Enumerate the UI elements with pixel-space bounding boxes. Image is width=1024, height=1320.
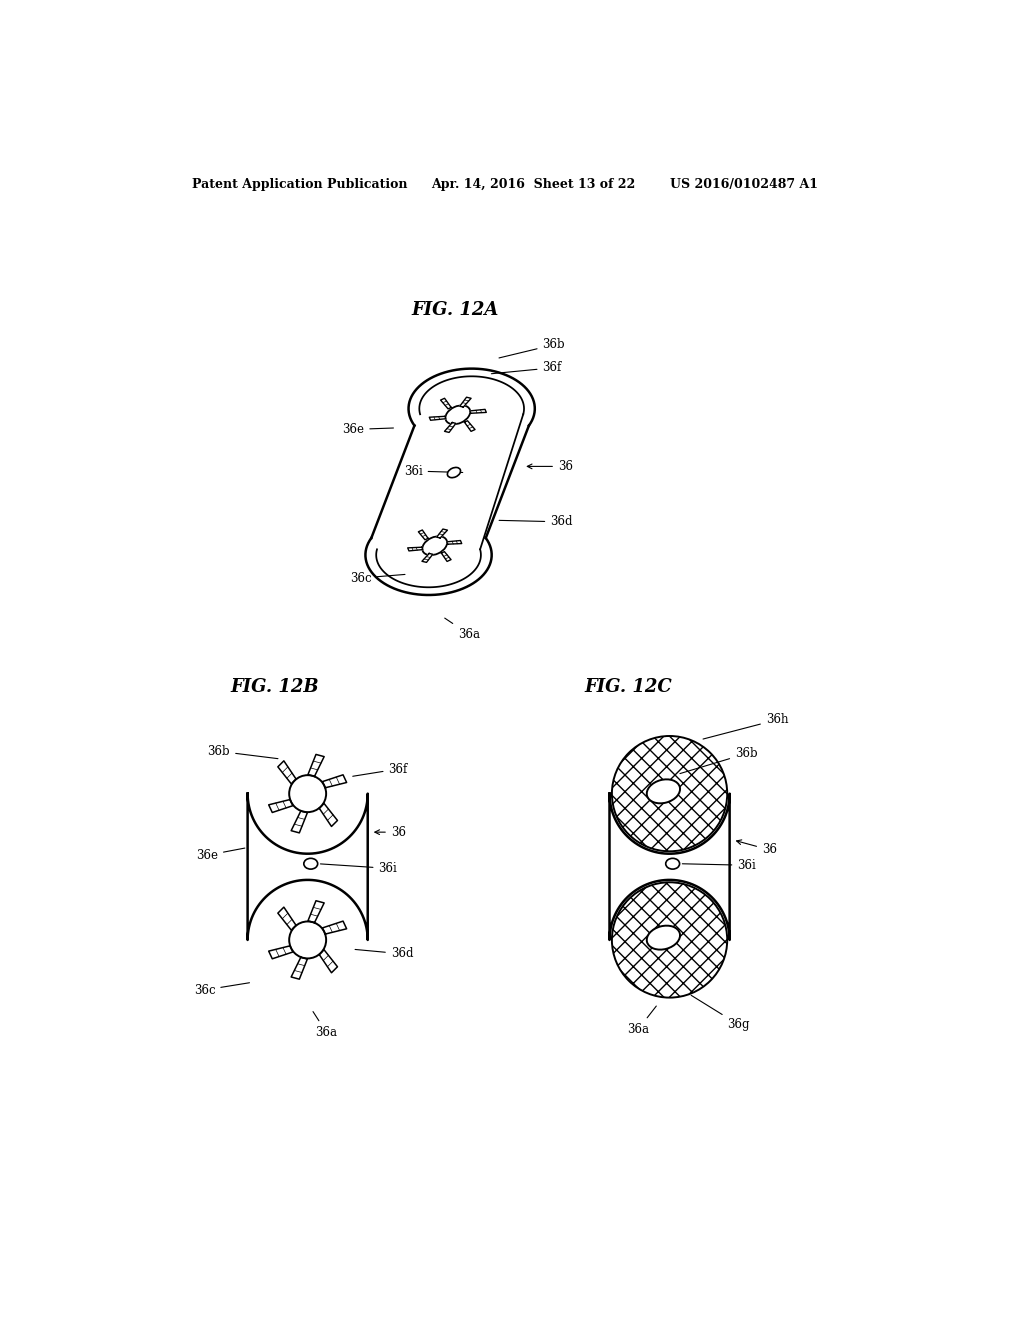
Polygon shape (465, 421, 475, 432)
Ellipse shape (289, 921, 326, 958)
Text: Patent Application Publication: Patent Application Publication (193, 178, 408, 190)
Text: 36e: 36e (342, 422, 393, 436)
Text: 36c: 36c (194, 983, 250, 997)
Text: 36a: 36a (444, 618, 480, 640)
Polygon shape (323, 921, 347, 935)
Text: Apr. 14, 2016  Sheet 13 of 22: Apr. 14, 2016 Sheet 13 of 22 (431, 178, 635, 190)
Text: 36i: 36i (682, 859, 756, 871)
Text: 36: 36 (736, 840, 777, 857)
Text: US 2016/0102487 A1: US 2016/0102487 A1 (670, 178, 817, 190)
Text: 36g: 36g (691, 995, 750, 1031)
Polygon shape (436, 529, 447, 539)
Text: 36: 36 (375, 825, 406, 838)
Text: FIG. 12A: FIG. 12A (412, 301, 499, 319)
Polygon shape (429, 416, 445, 420)
Polygon shape (460, 397, 471, 407)
Text: 36i: 36i (403, 465, 463, 478)
Ellipse shape (445, 405, 470, 424)
Text: 36f: 36f (492, 362, 562, 375)
Polygon shape (440, 399, 452, 409)
Ellipse shape (647, 779, 680, 804)
Text: 36d: 36d (499, 515, 572, 528)
Ellipse shape (447, 467, 461, 478)
Polygon shape (323, 775, 347, 788)
Polygon shape (291, 810, 307, 833)
Text: FIG. 12B: FIG. 12B (230, 678, 319, 696)
Polygon shape (268, 946, 293, 958)
Polygon shape (278, 760, 296, 784)
Text: FIG. 12C: FIG. 12C (585, 678, 673, 696)
Polygon shape (470, 409, 486, 413)
Text: 36f: 36f (352, 763, 408, 776)
Ellipse shape (289, 775, 326, 812)
Polygon shape (408, 548, 423, 550)
Text: 36c: 36c (350, 572, 406, 585)
Polygon shape (308, 755, 325, 776)
Text: 36i: 36i (321, 862, 397, 875)
Polygon shape (446, 540, 462, 544)
Polygon shape (278, 907, 296, 931)
Text: 36b: 36b (680, 747, 758, 774)
Text: 36h: 36h (703, 713, 788, 739)
Ellipse shape (612, 882, 727, 998)
Text: 36b: 36b (208, 744, 278, 759)
Text: 36b: 36b (499, 338, 565, 358)
Text: 36a: 36a (628, 1006, 656, 1036)
Polygon shape (319, 949, 338, 973)
Polygon shape (422, 553, 433, 562)
Polygon shape (419, 531, 428, 540)
Ellipse shape (666, 858, 680, 869)
Text: 36d: 36d (355, 948, 414, 961)
Ellipse shape (647, 925, 680, 949)
Text: 36a: 36a (313, 1011, 337, 1039)
Polygon shape (268, 800, 293, 813)
Text: 36e: 36e (196, 847, 245, 862)
Ellipse shape (422, 536, 447, 556)
Polygon shape (441, 552, 451, 561)
Polygon shape (291, 957, 307, 979)
Ellipse shape (612, 737, 727, 851)
Text: 36: 36 (527, 459, 572, 473)
Polygon shape (444, 422, 456, 433)
Polygon shape (319, 804, 338, 826)
Polygon shape (308, 900, 325, 923)
Ellipse shape (304, 858, 317, 869)
